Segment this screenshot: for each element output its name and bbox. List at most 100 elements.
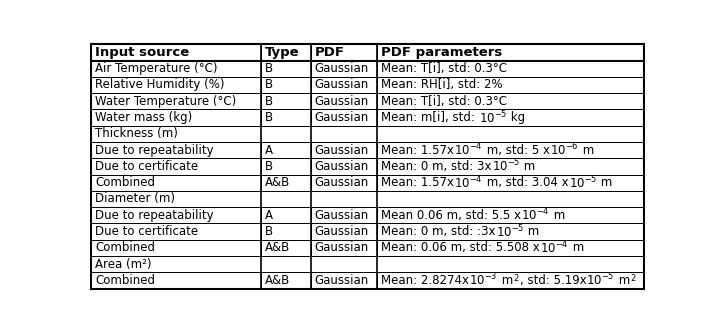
Bar <box>310 142 377 158</box>
Bar <box>261 60 310 77</box>
Bar <box>91 272 261 288</box>
Text: $10^{-4}$: $10^{-4}$ <box>540 239 569 256</box>
Bar <box>91 142 261 158</box>
Text: Due to repeatability: Due to repeatability <box>95 209 214 222</box>
Text: B: B <box>265 111 272 124</box>
Bar <box>310 158 377 175</box>
Text: m: m <box>521 160 536 173</box>
Bar <box>261 110 310 126</box>
Bar <box>91 110 261 126</box>
Bar <box>91 60 261 77</box>
Bar <box>261 77 310 93</box>
Text: Gaussian: Gaussian <box>315 209 369 222</box>
Bar <box>377 272 647 288</box>
Text: Mean: T[i], std: 0.3°C: Mean: T[i], std: 0.3°C <box>381 62 508 75</box>
Bar <box>261 142 310 158</box>
Bar <box>377 223 647 240</box>
Text: PDF parameters: PDF parameters <box>381 46 503 59</box>
Bar <box>91 223 261 240</box>
Bar <box>261 272 310 288</box>
Bar <box>377 158 647 175</box>
Text: Type: Type <box>265 46 299 59</box>
Text: A: A <box>265 209 272 222</box>
Text: Gaussian: Gaussian <box>315 176 369 189</box>
Text: $10^{-5}$: $10^{-5}$ <box>492 158 521 175</box>
Text: Diameter (m): Diameter (m) <box>95 193 175 205</box>
Bar <box>377 93 647 110</box>
Bar <box>261 93 310 110</box>
Text: Mean: 0 m, std: :3x: Mean: 0 m, std: :3x <box>381 225 496 238</box>
Bar <box>91 158 261 175</box>
Text: Water Temperature (°C): Water Temperature (°C) <box>95 95 237 108</box>
Text: Due to certificate: Due to certificate <box>95 225 199 238</box>
Text: Air Temperature (°C): Air Temperature (°C) <box>95 62 218 75</box>
Text: B: B <box>265 225 272 238</box>
Text: kg: kg <box>508 111 526 124</box>
Bar <box>310 207 377 223</box>
Text: Gaussian: Gaussian <box>315 78 369 92</box>
Text: Due to certificate: Due to certificate <box>95 160 199 173</box>
Text: m: m <box>615 274 630 287</box>
Text: Water mass (kg): Water mass (kg) <box>95 111 192 124</box>
Text: $10^{-4}$: $10^{-4}$ <box>455 174 483 191</box>
Bar <box>91 77 261 93</box>
Text: Input source: Input source <box>95 46 189 59</box>
Bar <box>91 93 261 110</box>
Text: Mean: 0.06 m, std: 5.508 x: Mean: 0.06 m, std: 5.508 x <box>381 241 540 254</box>
Bar <box>377 207 647 223</box>
Text: PDF: PDF <box>315 46 345 59</box>
Bar <box>377 77 647 93</box>
Text: $10^{-4}$: $10^{-4}$ <box>455 142 483 158</box>
Text: m: m <box>597 176 612 189</box>
Text: $^{2}$: $^{2}$ <box>513 274 520 287</box>
Text: Gaussian: Gaussian <box>315 225 369 238</box>
Text: Mean: RH[i], std: 2%: Mean: RH[i], std: 2% <box>381 78 503 92</box>
Bar <box>261 207 310 223</box>
Text: m: m <box>550 209 565 222</box>
Bar <box>91 126 644 142</box>
Text: A: A <box>265 144 272 157</box>
Text: B: B <box>265 160 272 173</box>
Text: B: B <box>265 78 272 92</box>
Text: Due to repeatability: Due to repeatability <box>95 144 214 157</box>
Bar <box>377 44 647 60</box>
Bar <box>261 240 310 256</box>
Text: Mean: T[i], std: 0.3°C: Mean: T[i], std: 0.3°C <box>381 95 508 108</box>
Text: Mean: 1.57x: Mean: 1.57x <box>381 144 455 157</box>
Text: Relative Humidity (%): Relative Humidity (%) <box>95 78 224 92</box>
Bar <box>310 77 377 93</box>
Text: $10^{-5}$: $10^{-5}$ <box>587 272 615 289</box>
Text: Area (m²): Area (m²) <box>95 258 152 270</box>
Bar <box>91 44 261 60</box>
Text: $10^{-4}$: $10^{-4}$ <box>521 207 550 224</box>
Text: Mean 0.06 m, std: 5.5 x: Mean 0.06 m, std: 5.5 x <box>381 209 521 222</box>
Bar <box>261 223 310 240</box>
Text: $10^{-6}$: $10^{-6}$ <box>550 142 579 158</box>
Text: $10^{-5}$: $10^{-5}$ <box>479 109 508 126</box>
Bar <box>261 158 310 175</box>
Bar <box>310 175 377 191</box>
Bar <box>91 240 261 256</box>
Text: Gaussian: Gaussian <box>315 241 369 254</box>
Bar <box>310 110 377 126</box>
Text: Combined: Combined <box>95 176 155 189</box>
Text: Gaussian: Gaussian <box>315 274 369 287</box>
Bar <box>310 272 377 288</box>
Text: A&B: A&B <box>265 176 290 189</box>
Text: Gaussian: Gaussian <box>315 160 369 173</box>
Text: m: m <box>524 225 540 238</box>
Text: Mean: m[i], std:: Mean: m[i], std: <box>381 111 479 124</box>
Text: $10^{-5}$: $10^{-5}$ <box>496 223 524 240</box>
Text: B: B <box>265 62 272 75</box>
Text: m: m <box>569 241 584 254</box>
Bar <box>91 191 644 207</box>
Text: m: m <box>579 144 594 157</box>
Bar <box>261 44 310 60</box>
Bar <box>377 240 647 256</box>
Text: , std: 5.19x: , std: 5.19x <box>520 274 587 287</box>
Text: $^{2}$: $^{2}$ <box>630 274 637 287</box>
Bar <box>377 142 647 158</box>
Bar <box>310 44 377 60</box>
Text: Gaussian: Gaussian <box>315 62 369 75</box>
Text: Combined: Combined <box>95 274 155 287</box>
